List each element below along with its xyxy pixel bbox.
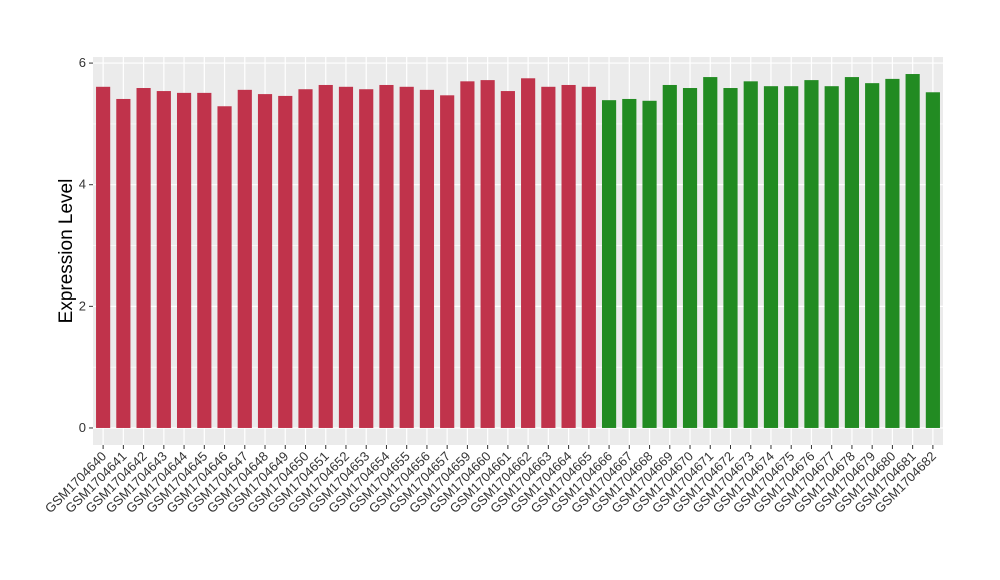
bar [359, 89, 374, 428]
bar [601, 100, 617, 428]
bar [824, 86, 839, 428]
bar [682, 88, 698, 428]
bar [703, 77, 718, 428]
bar [844, 77, 860, 428]
bar [500, 91, 515, 428]
bar [723, 88, 738, 428]
bar [257, 94, 273, 428]
bar [440, 95, 455, 428]
bar [662, 84, 677, 428]
panel [93, 57, 943, 445]
bar [905, 74, 920, 428]
bar [197, 92, 212, 428]
y-tick-label: 6 [79, 55, 86, 70]
bar [419, 89, 435, 428]
bar [96, 86, 111, 428]
bar [865, 83, 880, 428]
y-tick-label: 2 [79, 298, 86, 313]
bar [298, 89, 313, 428]
bar [338, 86, 354, 428]
bar [399, 86, 414, 428]
bar [480, 80, 495, 428]
bar [379, 84, 394, 428]
bar [804, 80, 819, 428]
bar [237, 89, 252, 428]
bar [318, 84, 333, 428]
y-tick-label: 4 [79, 177, 86, 192]
bar [136, 88, 151, 428]
bar [784, 86, 799, 428]
bar [541, 86, 556, 428]
bar [885, 78, 900, 428]
bar [622, 98, 637, 428]
y-tick-label: 0 [79, 420, 86, 435]
bar [460, 81, 475, 428]
y-axis-title: Expression Level [56, 179, 77, 324]
bar [521, 78, 536, 428]
bar [581, 86, 596, 428]
bar [217, 106, 232, 428]
bar [763, 86, 779, 428]
bar [642, 100, 657, 428]
bar [561, 84, 576, 428]
bar [278, 95, 293, 428]
bar [925, 92, 940, 428]
bar [176, 92, 192, 428]
bar [116, 98, 131, 428]
bar [743, 81, 758, 428]
bar [156, 91, 171, 428]
